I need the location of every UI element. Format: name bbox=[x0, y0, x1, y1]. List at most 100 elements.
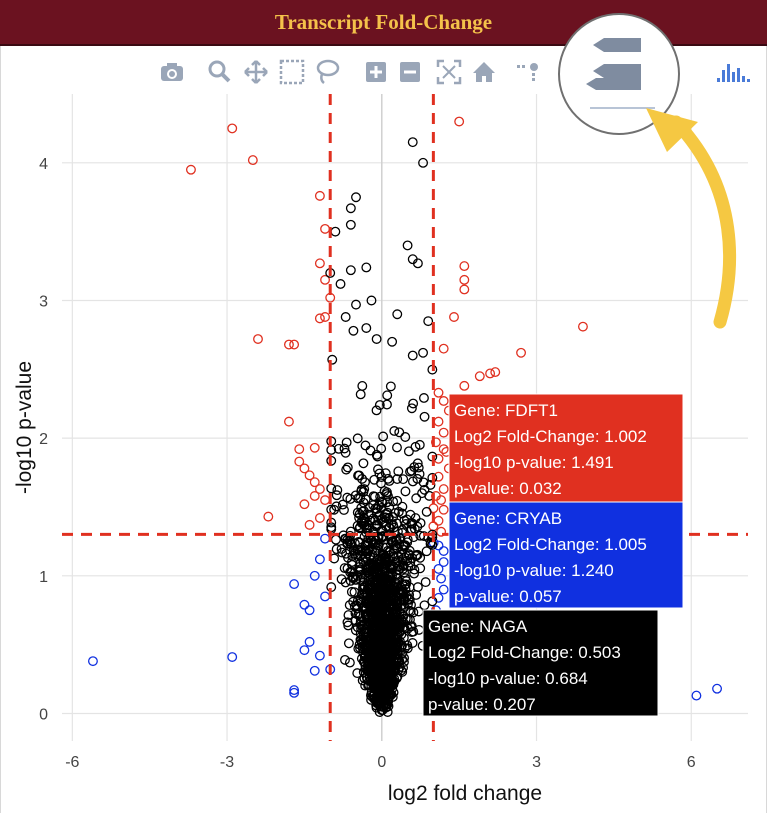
spike-lines-icon[interactable] bbox=[517, 63, 538, 81]
data-point bbox=[408, 398, 419, 409]
tooltip-line: Gene: CRYAB bbox=[454, 509, 562, 528]
data-point bbox=[372, 625, 383, 636]
data-point bbox=[402, 614, 413, 625]
data-point bbox=[398, 539, 409, 550]
data-point bbox=[400, 486, 411, 497]
data-point bbox=[436, 526, 447, 537]
data-point bbox=[356, 634, 367, 645]
data-point bbox=[345, 203, 356, 214]
data-point bbox=[345, 493, 356, 504]
data-point bbox=[299, 499, 310, 510]
data-point bbox=[363, 509, 374, 520]
data-point bbox=[399, 643, 410, 654]
data-point bbox=[379, 636, 390, 647]
hover-compare-icon[interactable] bbox=[586, 64, 641, 90]
data-point bbox=[438, 427, 449, 438]
data-point bbox=[425, 537, 436, 548]
data-point bbox=[372, 689, 383, 700]
data-point bbox=[438, 504, 449, 515]
data-point bbox=[402, 240, 413, 251]
data-point bbox=[373, 678, 384, 689]
camera-icon[interactable] bbox=[161, 63, 183, 81]
zoom-in-icon[interactable] bbox=[366, 62, 386, 82]
data-point bbox=[370, 623, 381, 634]
data-point bbox=[185, 164, 196, 175]
plot-area[interactable]: -6 -3 0 3 6 0 1 2 3 4 log2 fold change -log10 p-val… bbox=[13, 94, 748, 805]
home-icon[interactable] bbox=[473, 62, 495, 82]
x-tick-label: -6 bbox=[65, 754, 79, 771]
data-point bbox=[438, 584, 449, 595]
data-point bbox=[309, 491, 320, 501]
data-point bbox=[401, 551, 412, 561]
plotly-logo-icon[interactable] bbox=[717, 64, 750, 82]
data-point bbox=[227, 652, 238, 662]
data-point bbox=[309, 442, 320, 453]
tooltip-box bbox=[422, 609, 659, 717]
data-point bbox=[382, 574, 393, 584]
data-point bbox=[421, 506, 432, 517]
pan-icon[interactable] bbox=[244, 60, 268, 84]
data-point bbox=[340, 312, 351, 322]
data-point bbox=[386, 689, 397, 700]
data-point bbox=[406, 599, 416, 610]
data-point bbox=[393, 506, 404, 517]
data-point bbox=[360, 494, 371, 505]
x-tick-label: 6 bbox=[687, 754, 696, 771]
autoscale-icon[interactable] bbox=[436, 59, 462, 85]
data-point bbox=[459, 380, 470, 391]
box-select-icon[interactable] bbox=[279, 59, 305, 85]
data-point bbox=[403, 549, 414, 559]
zoom-icon[interactable] bbox=[208, 60, 231, 83]
data-point bbox=[412, 258, 423, 269]
data-point bbox=[430, 437, 441, 448]
data-point bbox=[356, 516, 367, 527]
data-point bbox=[415, 563, 426, 574]
x-tick-label: -3 bbox=[220, 754, 234, 771]
data-point bbox=[289, 687, 300, 698]
y-axis-title: -log10 p-value bbox=[13, 361, 36, 494]
data-point bbox=[363, 544, 374, 555]
data-point bbox=[459, 274, 470, 285]
data-point bbox=[352, 507, 363, 518]
data-point bbox=[367, 559, 378, 570]
data-point bbox=[343, 638, 354, 649]
data-point bbox=[383, 618, 394, 629]
data-point bbox=[389, 426, 400, 436]
data-point bbox=[384, 522, 395, 533]
data-point bbox=[438, 484, 449, 495]
data-point bbox=[376, 531, 387, 542]
lasso-icon[interactable] bbox=[316, 59, 340, 84]
data-point bbox=[419, 393, 429, 403]
data-point bbox=[331, 490, 342, 501]
data-point bbox=[304, 605, 315, 616]
data-point bbox=[384, 629, 394, 640]
data-point bbox=[392, 612, 403, 623]
data-point bbox=[387, 588, 398, 599]
data-point bbox=[374, 400, 385, 410]
data-point bbox=[377, 532, 388, 543]
data-point bbox=[516, 347, 527, 358]
data-point bbox=[379, 571, 390, 582]
data-point bbox=[379, 551, 390, 562]
data-point bbox=[436, 495, 447, 506]
data-point bbox=[341, 464, 352, 475]
data-point bbox=[314, 190, 325, 201]
annotation-arrow bbox=[646, 108, 737, 329]
page-title: Transcript Fold-Change bbox=[274, 10, 493, 34]
data-point bbox=[413, 462, 424, 473]
data-point bbox=[314, 484, 325, 495]
data-point bbox=[366, 295, 377, 306]
tooltip-line: Gene: NAGA bbox=[428, 617, 528, 636]
hover-closest-icon[interactable] bbox=[593, 38, 641, 52]
data-point bbox=[371, 334, 382, 344]
data-point bbox=[375, 681, 386, 692]
tooltip-line: Log2 Fold-Change: 0.503 bbox=[428, 643, 621, 662]
data-point bbox=[361, 323, 372, 333]
tooltip-line: -log10 p-value: 0.684 bbox=[428, 669, 588, 688]
data-point bbox=[449, 312, 459, 322]
data-point bbox=[421, 546, 432, 557]
data-point bbox=[490, 367, 501, 378]
zoom-out-icon[interactable] bbox=[400, 62, 420, 82]
data-point bbox=[357, 620, 368, 631]
